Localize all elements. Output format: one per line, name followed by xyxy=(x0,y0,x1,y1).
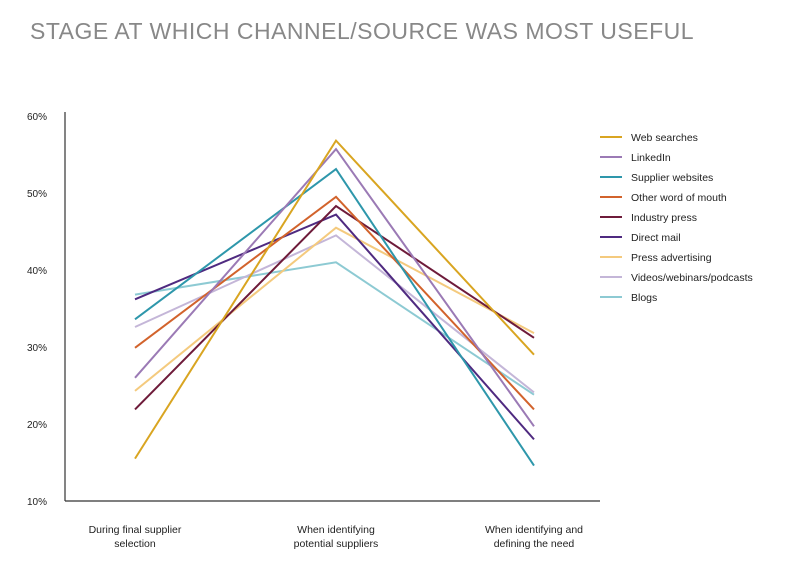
y-tick-label: 50% xyxy=(27,189,47,200)
legend: Web searches LinkedIn Supplier websites Oth… xyxy=(600,132,753,304)
series-line-direct-mail xyxy=(134,213,535,441)
x-category-label: During final supplier selection xyxy=(89,524,182,550)
legend-label: Other word of mouth xyxy=(631,192,727,204)
series-line-web-searches xyxy=(134,138,535,460)
series-lines xyxy=(134,138,535,467)
chart-title: STAGE AT WHICH CHANNEL/SOURCE WAS MOST U… xyxy=(30,18,695,44)
y-tick-label: 60% xyxy=(27,112,47,123)
legend-label: Web searches xyxy=(631,132,698,144)
legend-label: Blogs xyxy=(631,292,657,304)
series-line-press-advertising xyxy=(134,226,535,392)
series-line-industry-press xyxy=(134,204,535,411)
legend-label: Direct mail xyxy=(631,232,681,244)
legend-label: LinkedIn xyxy=(631,152,671,164)
series-line-videos-webinars-podcasts xyxy=(134,234,535,394)
x-category-label: When identifying potential suppliers xyxy=(294,524,379,550)
x-category-label: When identifying and defining the need xyxy=(485,524,583,550)
series-line-other-word-of-mouth xyxy=(134,195,535,411)
series-line-blogs xyxy=(134,261,535,396)
y-tick-label: 10% xyxy=(27,497,47,508)
y-tick-label: 20% xyxy=(27,420,47,431)
legend-label: Supplier websites xyxy=(631,172,713,184)
legend-label: Press advertising xyxy=(631,252,712,264)
chart-axes: 10% 20% 30% 40% 50% 60% During final supplier s… xyxy=(27,112,600,550)
legend-label: Videos/webinars/podcasts xyxy=(631,272,753,284)
y-tick-label: 40% xyxy=(27,266,47,277)
y-tick-label: 30% xyxy=(27,343,47,354)
legend-label: Industry press xyxy=(631,212,697,224)
series-line-linkedin xyxy=(134,147,535,427)
series-line-supplier-websites xyxy=(134,167,535,467)
